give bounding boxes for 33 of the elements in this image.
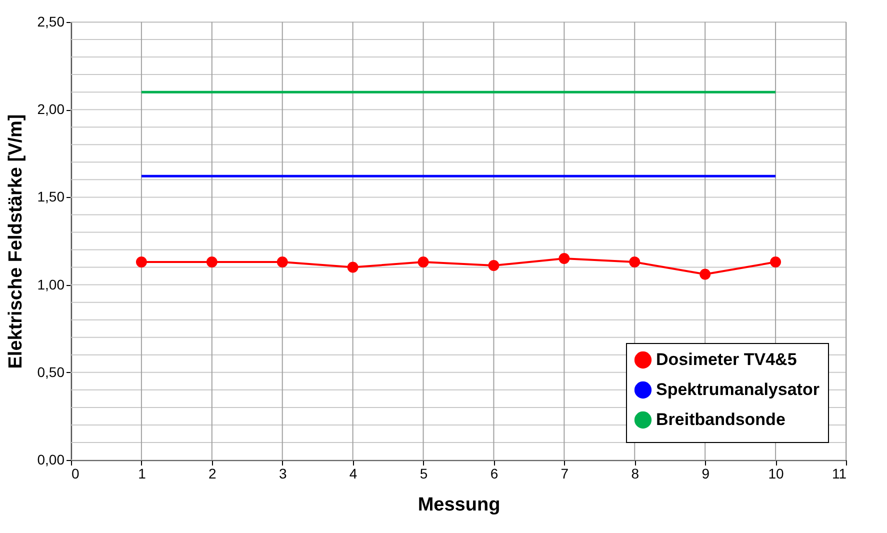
y-tick-label: 2,50 (37, 14, 65, 30)
y-axis-title: Elektrische Feldstärke [V/m] (5, 114, 26, 369)
x-tick-label: 5 (420, 466, 428, 482)
point (418, 256, 429, 268)
x-tick-label: 7 (560, 466, 569, 482)
y-tick-label: 0,50 (37, 364, 65, 380)
y-tick-label: 2,00 (37, 101, 65, 118)
point (558, 253, 570, 264)
point (488, 260, 500, 271)
point (700, 268, 711, 280)
legend-label: Spektrumanalysator (656, 380, 820, 399)
x-tick-label: 6 (490, 466, 498, 482)
legend-label: Breitbandsonde (656, 410, 786, 429)
y-tick-label: 1,50 (37, 188, 65, 205)
x-tick-label: 10 (768, 466, 784, 482)
point (206, 256, 218, 268)
x-tick-label: 2 (208, 466, 217, 482)
x-tick-label: 8 (631, 466, 640, 482)
x-tick-label: 11 (832, 466, 847, 482)
point (770, 256, 782, 268)
point (276, 256, 288, 268)
point (629, 256, 640, 268)
legend-label: Dosimeter TV4&5 (656, 350, 797, 369)
x-tick-label: 0 (72, 466, 80, 482)
x-axis-title: Messung (418, 494, 500, 516)
point (347, 262, 358, 273)
y-tick-label: 1,00 (37, 276, 65, 292)
x-tick-label: 3 (278, 466, 287, 482)
x-tick-label: 1 (138, 466, 146, 482)
x-tick-label: 4 (349, 466, 358, 482)
y-tick-label: 0,00 (37, 452, 65, 468)
x-tick-label: 9 (702, 466, 710, 482)
point (136, 256, 147, 268)
